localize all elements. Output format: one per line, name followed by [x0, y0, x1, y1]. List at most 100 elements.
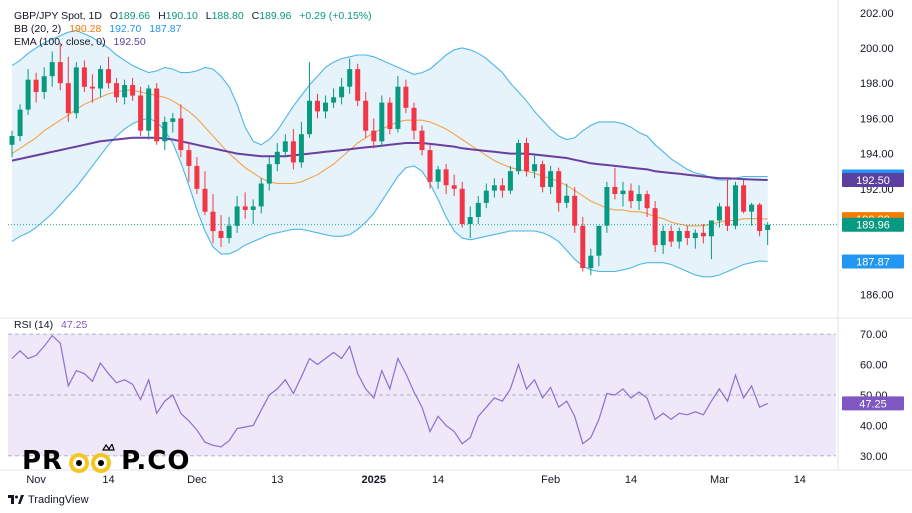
candle-body — [89, 86, 95, 89]
legend-bb: BB (20, 2) 190.28 192.70 187.87 — [14, 23, 186, 36]
candle-body — [725, 206, 730, 226]
low-value: 188.80 — [211, 10, 244, 22]
rsi-label[interactable]: RSI (14) — [14, 319, 54, 331]
candle-body — [315, 100, 320, 112]
candle-body — [290, 141, 296, 163]
bb-label[interactable]: BB (20, 2) — [14, 23, 62, 35]
time-axis-label: 2025 — [362, 474, 386, 486]
candle-body — [491, 185, 497, 191]
rsi-tick-label: 40.00 — [860, 420, 888, 432]
price-tick-label: 196.00 — [860, 113, 894, 125]
candle-body — [210, 211, 216, 232]
rsi-tick-label: 70.00 — [860, 329, 888, 341]
time-axis-label: Dec — [187, 474, 207, 486]
candle-body — [516, 143, 521, 172]
time-axis-label: Nov — [26, 474, 46, 486]
candle-body — [652, 208, 658, 246]
candle-body — [483, 190, 489, 203]
rsi-line — [11, 334, 768, 448]
candle-body — [532, 164, 538, 172]
tradingview-footer[interactable]: TradingView — [8, 494, 89, 506]
ema-label[interactable]: EMA (100, close, 0) — [14, 36, 106, 48]
symbol-label[interactable]: GBP/JPY Spot, 1D — [14, 10, 102, 22]
candle-body — [716, 206, 722, 221]
bb-lower-value: 187.87 — [149, 23, 182, 35]
candle-body — [596, 225, 602, 256]
candle-body — [250, 206, 256, 210]
candle-body — [162, 121, 168, 142]
candle-body — [692, 232, 698, 239]
candle-body — [620, 190, 626, 195]
candle-body — [403, 86, 409, 108]
candle-body — [636, 194, 642, 202]
candle-body — [371, 130, 377, 142]
price-tick-label: 198.00 — [860, 78, 894, 90]
legend-ema: EMA (100, close, 0) 192.50 — [14, 36, 151, 49]
candle-body — [41, 76, 47, 92]
rsi-tick-label: 30.00 — [860, 451, 888, 463]
candle-body — [339, 86, 345, 98]
bb-basis-value: 190.28 — [69, 23, 102, 35]
candle-body — [548, 171, 554, 187]
candle-body — [81, 67, 87, 87]
candle-body — [178, 118, 184, 151]
candle-body — [323, 102, 328, 112]
candle-body — [604, 187, 610, 226]
rsi-value: 47.25 — [61, 319, 88, 331]
time-axis-label: 14 — [625, 474, 637, 486]
watermark-text-left: PR — [22, 446, 64, 476]
candle-body — [580, 225, 586, 268]
candle-body — [684, 231, 690, 238]
candle-body — [387, 102, 393, 129]
price-tick-label: 186.00 — [860, 289, 894, 301]
candle-body — [122, 85, 128, 98]
candle-body — [540, 164, 546, 188]
candle-body — [628, 190, 634, 202]
candle-body — [668, 231, 674, 242]
candle-body — [733, 185, 738, 226]
candle-body — [49, 62, 55, 77]
candle-body — [218, 231, 224, 238]
candle-body — [274, 151, 280, 165]
price-tick-label: 202.00 — [860, 8, 894, 20]
candle-body — [146, 88, 152, 131]
candle-body — [708, 220, 714, 237]
candle-body — [757, 204, 763, 231]
candle-body — [138, 95, 144, 131]
candle-body — [572, 195, 578, 226]
candle-body — [226, 225, 232, 239]
candle-body — [114, 83, 119, 98]
watermark-owl-icon — [69, 444, 115, 473]
close-value: 189.96 — [259, 10, 292, 22]
candle-body — [459, 188, 465, 224]
candle-body — [33, 79, 39, 92]
ema-tag-label: 192.50 — [856, 175, 890, 187]
candle-body — [395, 86, 401, 129]
tradingview-brand: TradingView — [28, 494, 89, 506]
candle-body — [65, 83, 71, 114]
candle-body — [556, 171, 562, 203]
candle-body — [379, 102, 385, 142]
candle-body — [130, 85, 136, 96]
candle-body — [347, 69, 353, 87]
time-axis-label: 14 — [794, 474, 806, 486]
candle-body — [427, 150, 433, 182]
high-value: 190.10 — [165, 10, 198, 22]
candle-body — [98, 69, 103, 89]
bb-upper-value: 192.70 — [109, 23, 142, 35]
candle-body — [564, 195, 570, 203]
change-value: +0.29 (+0.15%) — [299, 10, 372, 22]
candle-body — [524, 143, 529, 172]
candle-body — [467, 217, 473, 224]
ema-tag — [842, 173, 904, 187]
candle-body — [154, 88, 160, 142]
rsi-value-tag — [842, 396, 904, 411]
candle-body — [451, 185, 457, 189]
ema-line — [11, 136, 768, 181]
bb-lower-tag — [842, 254, 904, 269]
candle-body — [676, 231, 682, 242]
candle-body — [355, 69, 361, 101]
last-price-tag-label: 189.96 — [856, 220, 890, 232]
open-label: O — [109, 10, 119, 22]
